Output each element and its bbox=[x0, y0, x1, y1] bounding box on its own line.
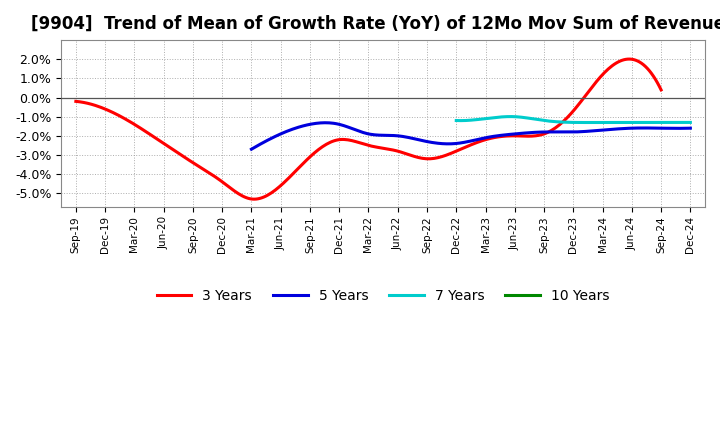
7 Years bbox=[580, 120, 589, 125]
7 Years bbox=[593, 120, 601, 125]
3 Years bbox=[604, 66, 613, 72]
3 Years bbox=[420, 156, 428, 161]
5 Years bbox=[508, 132, 517, 137]
7 Years bbox=[686, 120, 695, 125]
Title: [9904]  Trend of Mean of Growth Rate (YoY) of 12Mo Mov Sum of Revenues: [9904] Trend of Mean of Growth Rate (YoY… bbox=[31, 15, 720, 33]
7 Years bbox=[506, 114, 515, 119]
7 Years bbox=[453, 118, 462, 123]
Line: 7 Years: 7 Years bbox=[456, 117, 690, 122]
5 Years bbox=[517, 131, 526, 136]
3 Years bbox=[657, 87, 665, 92]
3 Years bbox=[422, 156, 431, 161]
3 Years bbox=[567, 111, 575, 116]
3 Years bbox=[73, 99, 82, 104]
7 Years bbox=[651, 120, 660, 125]
3 Years bbox=[250, 197, 258, 202]
7 Years bbox=[592, 120, 600, 125]
Line: 5 Years: 5 Years bbox=[251, 123, 690, 149]
Line: 3 Years: 3 Years bbox=[76, 59, 661, 199]
5 Years bbox=[510, 131, 518, 136]
7 Years bbox=[597, 120, 606, 125]
5 Years bbox=[647, 125, 655, 131]
Legend: 3 Years, 5 Years, 7 Years, 10 Years: 3 Years, 5 Years, 7 Years, 10 Years bbox=[151, 283, 616, 308]
5 Years bbox=[247, 147, 256, 152]
3 Years bbox=[626, 56, 634, 62]
7 Years bbox=[452, 118, 461, 123]
5 Years bbox=[686, 125, 695, 131]
5 Years bbox=[618, 126, 627, 131]
5 Years bbox=[248, 146, 257, 151]
7 Years bbox=[666, 120, 675, 125]
5 Years bbox=[320, 120, 329, 125]
3 Years bbox=[432, 155, 441, 161]
3 Years bbox=[71, 99, 80, 104]
